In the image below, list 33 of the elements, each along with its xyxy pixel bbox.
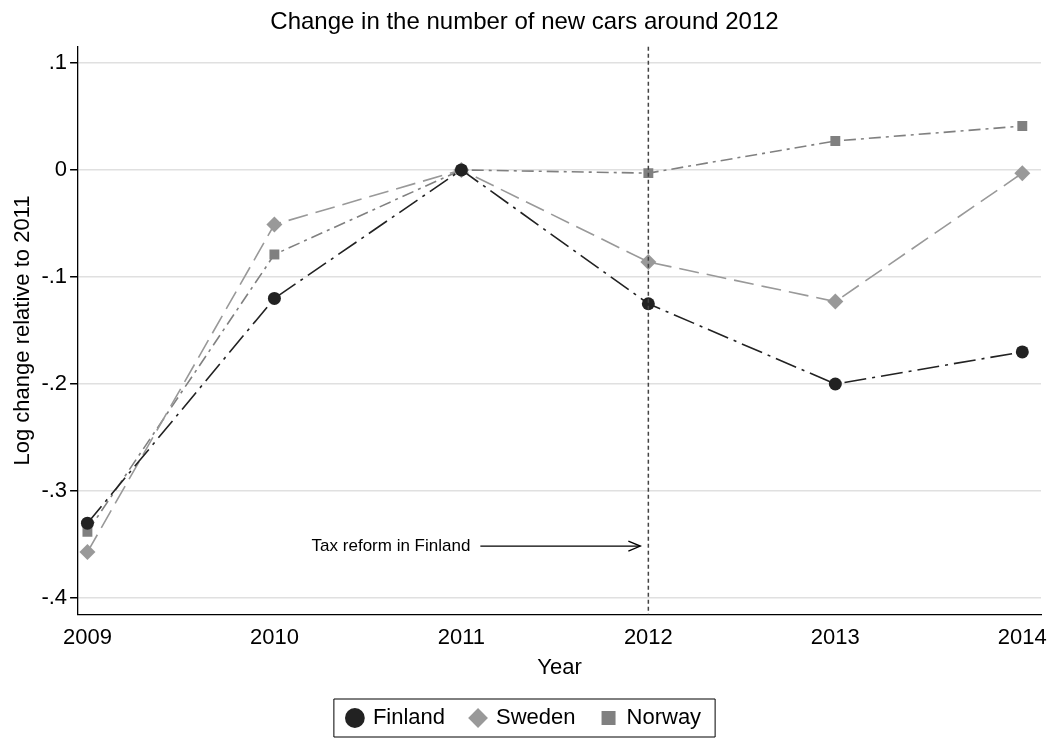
y-tick-label: -.2: [41, 370, 68, 396]
y-tick-label: -.1: [41, 263, 68, 289]
x-axis-title: Year: [537, 653, 582, 679]
point: [266, 216, 283, 233]
x-tick-label: 2011: [437, 624, 486, 650]
point: [830, 136, 841, 146]
ref-line-label: Tax reform in Finland: [311, 535, 471, 555]
chart-title: Change in the number of new cars around 2012: [270, 7, 779, 35]
point: [640, 253, 657, 270]
point: [269, 249, 280, 260]
x-tick-label: 2014: [997, 624, 1047, 650]
y-axis-title: Log change relative to 2011: [9, 195, 35, 466]
legend-label: Norway: [626, 704, 702, 730]
x-tick-label: 2009: [62, 624, 112, 650]
point: [828, 377, 842, 391]
point: [79, 544, 96, 561]
x-tick-label: 2012: [623, 624, 673, 650]
point: [1015, 345, 1029, 359]
point: [643, 168, 654, 179]
point: [1017, 121, 1028, 131]
point: [827, 293, 844, 310]
y-tick-label: -.4: [41, 584, 68, 610]
x-tick-label: 2010: [249, 624, 299, 650]
point: [267, 291, 281, 305]
legend-label: Finland: [372, 704, 446, 730]
x-tick-label: 2013: [810, 624, 860, 650]
point: [641, 297, 655, 311]
y-tick-label: 0: [54, 155, 68, 181]
legend-label: Sweden: [496, 704, 576, 730]
y-tick-label: -.3: [41, 477, 68, 503]
point: [1014, 165, 1031, 182]
y-tick-label: .1: [48, 48, 68, 74]
point: [80, 516, 94, 530]
